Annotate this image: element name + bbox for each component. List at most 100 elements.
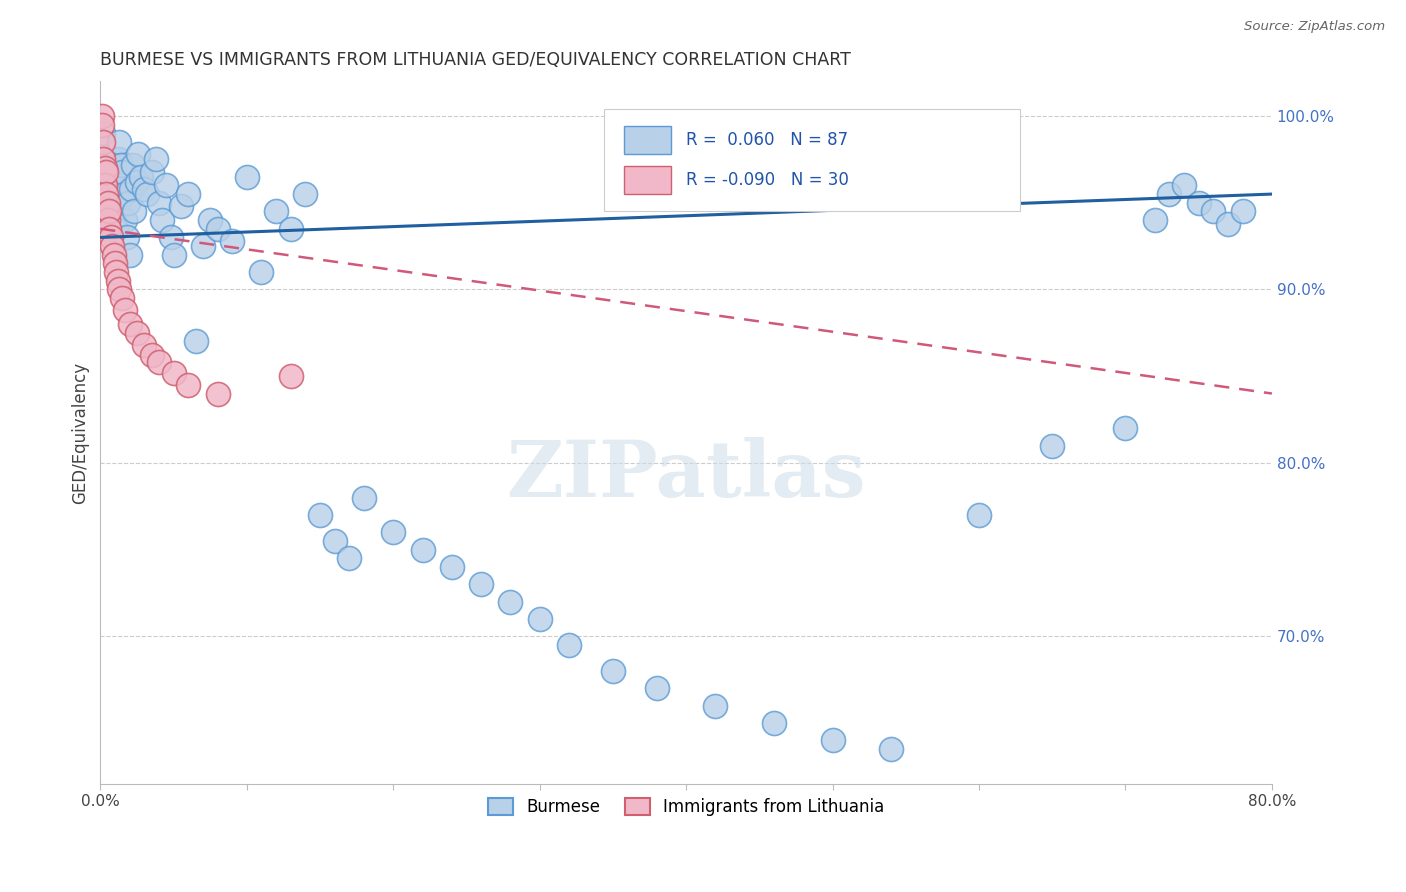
Point — [121, 158, 143, 172]
Point — [97, 182, 120, 196]
Point — [880, 742, 903, 756]
Point — [96, 164, 118, 178]
Point — [101, 199, 124, 213]
Point — [148, 355, 170, 369]
Point — [353, 491, 375, 505]
Point — [118, 248, 141, 262]
Point — [1202, 204, 1225, 219]
Point — [264, 204, 287, 219]
Point — [127, 147, 149, 161]
Point — [103, 182, 125, 196]
Point — [125, 175, 148, 189]
Point — [97, 204, 120, 219]
Point — [207, 221, 229, 235]
Point — [105, 265, 128, 279]
Point — [558, 638, 581, 652]
Point — [191, 239, 214, 253]
Text: R =  0.060   N = 87: R = 0.060 N = 87 — [686, 130, 848, 149]
Point — [250, 265, 273, 279]
Point — [91, 127, 114, 141]
Point — [118, 317, 141, 331]
Point — [294, 187, 316, 202]
Point — [101, 175, 124, 189]
Point — [98, 204, 121, 219]
Text: R = -0.090   N = 30: R = -0.090 N = 30 — [686, 170, 849, 189]
Point — [97, 213, 120, 227]
Point — [114, 213, 136, 227]
Point — [762, 716, 785, 731]
Point — [108, 283, 131, 297]
Y-axis label: GED/Equivalency: GED/Equivalency — [72, 361, 89, 504]
Point — [645, 681, 668, 696]
Point — [93, 178, 115, 193]
Point — [98, 192, 121, 206]
Point — [100, 230, 122, 244]
Point — [114, 303, 136, 318]
Point — [100, 164, 122, 178]
Text: ZIPatlas: ZIPatlas — [506, 437, 866, 513]
Point — [90, 109, 112, 123]
Point — [412, 542, 434, 557]
Point — [125, 326, 148, 340]
FancyBboxPatch shape — [624, 126, 671, 153]
Point — [184, 334, 207, 349]
Point — [529, 612, 551, 626]
Point — [145, 153, 167, 167]
Point — [602, 664, 624, 678]
Legend: Burmese, Immigrants from Lithuania: Burmese, Immigrants from Lithuania — [479, 789, 893, 824]
Point — [108, 178, 131, 193]
Point — [162, 366, 184, 380]
Point — [107, 274, 129, 288]
Point — [148, 195, 170, 210]
Point — [967, 508, 990, 522]
Point — [96, 195, 118, 210]
Point — [1040, 438, 1063, 452]
Point — [104, 161, 127, 175]
Point — [170, 199, 193, 213]
Point — [134, 182, 156, 196]
Point — [141, 164, 163, 178]
Point — [110, 158, 132, 172]
Point — [101, 239, 124, 253]
Point — [115, 230, 138, 244]
Point — [91, 161, 114, 175]
Point — [236, 169, 259, 184]
Point — [337, 551, 360, 566]
Point — [1188, 195, 1211, 210]
Point — [104, 204, 127, 219]
Point — [120, 182, 142, 196]
Point — [90, 118, 112, 132]
Point — [136, 187, 159, 202]
Point — [1216, 217, 1239, 231]
Point — [93, 153, 115, 167]
Point — [103, 248, 125, 262]
Point — [470, 577, 492, 591]
Point — [111, 291, 134, 305]
Text: Source: ZipAtlas.com: Source: ZipAtlas.com — [1244, 20, 1385, 33]
Point — [96, 187, 118, 202]
Point — [704, 698, 727, 713]
Point — [96, 178, 118, 193]
Point — [103, 210, 125, 224]
Point — [162, 248, 184, 262]
Point — [1159, 187, 1181, 202]
Point — [198, 213, 221, 227]
Text: BURMESE VS IMMIGRANTS FROM LITHUANIA GED/EQUIVALENCY CORRELATION CHART: BURMESE VS IMMIGRANTS FROM LITHUANIA GED… — [100, 51, 851, 69]
Point — [1173, 178, 1195, 193]
Point — [100, 153, 122, 167]
Point — [108, 135, 131, 149]
Point — [98, 221, 121, 235]
Point — [177, 187, 200, 202]
Point — [221, 234, 243, 248]
Point — [150, 213, 173, 227]
Point — [117, 195, 139, 210]
Point — [1232, 204, 1254, 219]
Point — [141, 348, 163, 362]
Point — [105, 169, 128, 184]
Point — [440, 560, 463, 574]
Point — [122, 204, 145, 219]
Point — [309, 508, 332, 522]
Point — [134, 338, 156, 352]
Point — [821, 733, 844, 747]
Point — [111, 164, 134, 178]
